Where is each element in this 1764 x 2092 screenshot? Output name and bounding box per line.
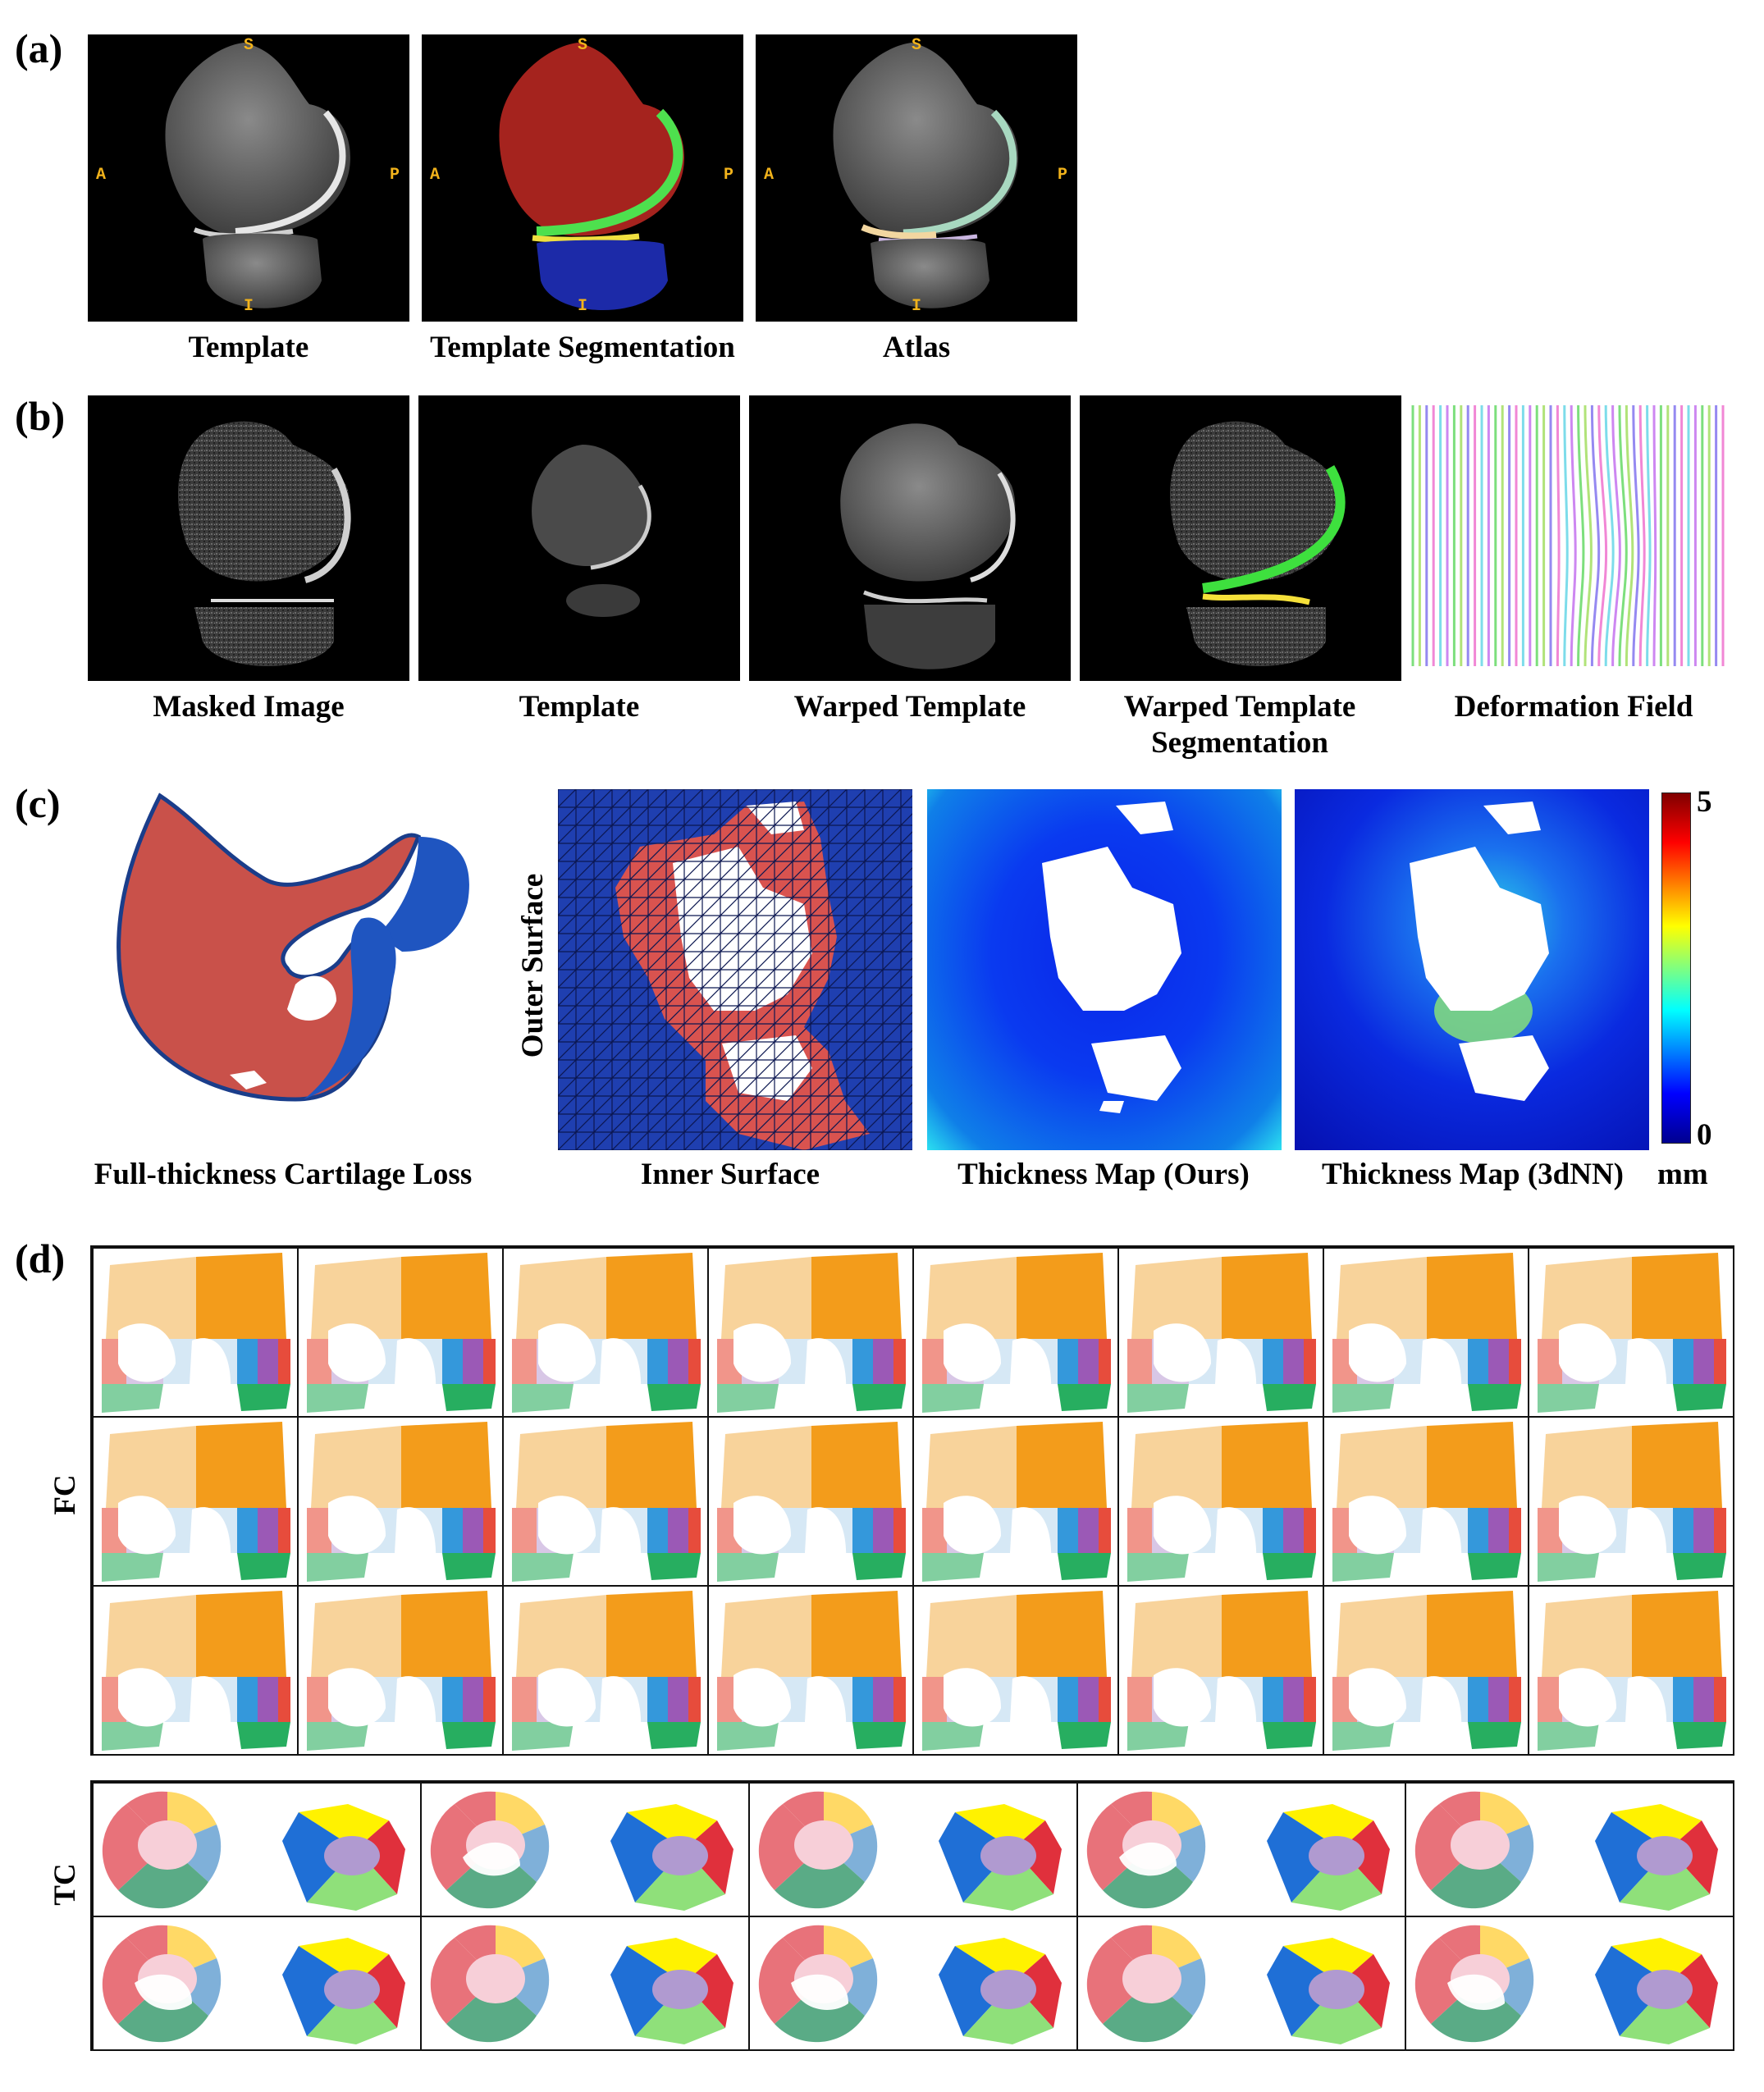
deformation-line	[1590, 405, 1601, 666]
deformation-line	[1632, 405, 1640, 666]
fc-map-cell	[1528, 1585, 1734, 1756]
tc-map-cell	[748, 1916, 1078, 2051]
fc-map-cell	[707, 1585, 914, 1756]
tc-row-label: TC	[48, 1863, 82, 1906]
tc-map-cell	[1405, 1782, 1734, 1917]
deformation-line	[1597, 405, 1608, 666]
fc-map-cell	[297, 1247, 504, 1418]
caption-warped-template: Warped Template	[793, 690, 1026, 724]
fc-map-cell	[912, 1416, 1119, 1587]
fc-map-cell	[92, 1585, 299, 1756]
caption-inner-surface: Inner Surface	[640, 1158, 820, 1191]
fc-map-cell	[1117, 1416, 1324, 1587]
orient-i: I	[578, 297, 588, 316]
orient-p: P	[1058, 166, 1068, 185]
thickness-map-ours	[927, 789, 1282, 1150]
orient-a: A	[430, 166, 441, 185]
warped-template-image	[749, 395, 1071, 681]
fc-map-cell	[912, 1247, 1119, 1418]
colorbar-unit-label: mm	[1657, 1158, 1708, 1191]
deformation-line	[1577, 405, 1585, 666]
fc-map-cell	[502, 1585, 709, 1756]
caption-atlas: Atlas	[882, 331, 951, 364]
caption-masked-image: Masked Image	[153, 690, 345, 724]
colorbar-min-label: 0	[1697, 1118, 1712, 1152]
deformation-line	[1583, 405, 1593, 666]
fc-map-cell	[912, 1585, 1119, 1756]
tc-map-cell	[748, 1782, 1078, 1917]
warped-template-segmentation-image	[1080, 395, 1401, 681]
deformation-line	[1618, 405, 1628, 666]
template-segmentation-image: S I A P	[422, 34, 743, 322]
caption-deformation-field: Deformation Field	[1454, 690, 1693, 724]
orient-p: P	[724, 166, 734, 185]
deformation-field-image	[1410, 405, 1731, 666]
deformation-line	[1570, 405, 1577, 666]
deformation-line	[1646, 405, 1652, 666]
fc-map-cell	[297, 1585, 504, 1756]
tc-map-cell	[1076, 1782, 1406, 1917]
fc-map-cell	[92, 1416, 299, 1587]
surface-mesh	[558, 789, 912, 1150]
caption-outer-surface: Outer Surface	[516, 873, 550, 1058]
template-image: S I A P	[88, 34, 409, 322]
tc-grid	[90, 1780, 1734, 2051]
orient-s: S	[244, 36, 254, 55]
fc-row-label: FC	[48, 1474, 82, 1515]
tc-map-cell	[420, 1782, 750, 1917]
fc-map-cell	[1323, 1247, 1529, 1418]
panel-d-label: (d)	[15, 1236, 66, 1281]
atlas-image: S I A P	[756, 34, 1077, 322]
fc-map-cell	[1117, 1247, 1324, 1418]
fc-map-cell	[1528, 1247, 1734, 1418]
tc-map-cell	[1405, 1916, 1734, 2051]
tc-map-cell	[92, 1782, 422, 1917]
deformation-line	[1611, 405, 1621, 666]
template-image-small	[418, 395, 740, 681]
masked-image	[88, 395, 409, 681]
caption-template-segmentation: Template Segmentation	[430, 331, 735, 364]
deformation-line	[1604, 405, 1615, 666]
caption-full-thickness-loss: Full-thickness Cartilage Loss	[94, 1158, 473, 1191]
fc-map-cell	[1323, 1416, 1529, 1587]
fc-map-cell	[92, 1247, 299, 1418]
caption-template-b: Template	[519, 690, 640, 724]
orient-a: A	[764, 166, 775, 185]
panel-a-label: (a)	[15, 25, 63, 71]
tc-map-cell	[1076, 1916, 1406, 2051]
colorbar-max-label: 5	[1697, 785, 1712, 819]
deformation-line	[1638, 405, 1646, 666]
caption-warped-template-segmentation: Warped Template Segmentation	[1123, 690, 1356, 760]
orient-i: I	[244, 297, 254, 316]
fc-map-cell	[707, 1416, 914, 1587]
caption-thickness-ours: Thickness Map (Ours)	[957, 1158, 1250, 1191]
deformation-line	[1652, 405, 1657, 666]
panel-b-label: (b)	[15, 393, 66, 439]
cartilage-3d-render	[90, 788, 500, 1132]
fc-map-cell	[707, 1247, 914, 1418]
fc-grid	[90, 1245, 1734, 1756]
tc-map-cell	[92, 1916, 422, 2051]
fc-map-cell	[1323, 1585, 1529, 1756]
orient-a: A	[96, 166, 107, 185]
deformation-line	[1625, 405, 1634, 666]
thickness-colorbar	[1661, 792, 1691, 1144]
fc-map-cell	[1117, 1585, 1324, 1756]
thickness-map-3dnn	[1295, 789, 1649, 1150]
tc-map-cell	[420, 1916, 750, 2051]
panel-c-label: (c)	[15, 780, 61, 826]
deformation-line	[1563, 405, 1569, 666]
fc-map-cell	[1528, 1416, 1734, 1587]
fc-map-cell	[297, 1416, 504, 1587]
caption-thickness-3dnn: Thickness Map (3dNN)	[1322, 1158, 1624, 1191]
orient-s: S	[912, 36, 922, 55]
caption-template: Template	[188, 331, 309, 364]
fc-map-cell	[502, 1416, 709, 1587]
fc-map-cell	[502, 1247, 709, 1418]
deformation-line	[1556, 405, 1561, 666]
orient-s: S	[578, 36, 588, 55]
orient-i: I	[912, 297, 922, 316]
orient-p: P	[390, 166, 400, 185]
